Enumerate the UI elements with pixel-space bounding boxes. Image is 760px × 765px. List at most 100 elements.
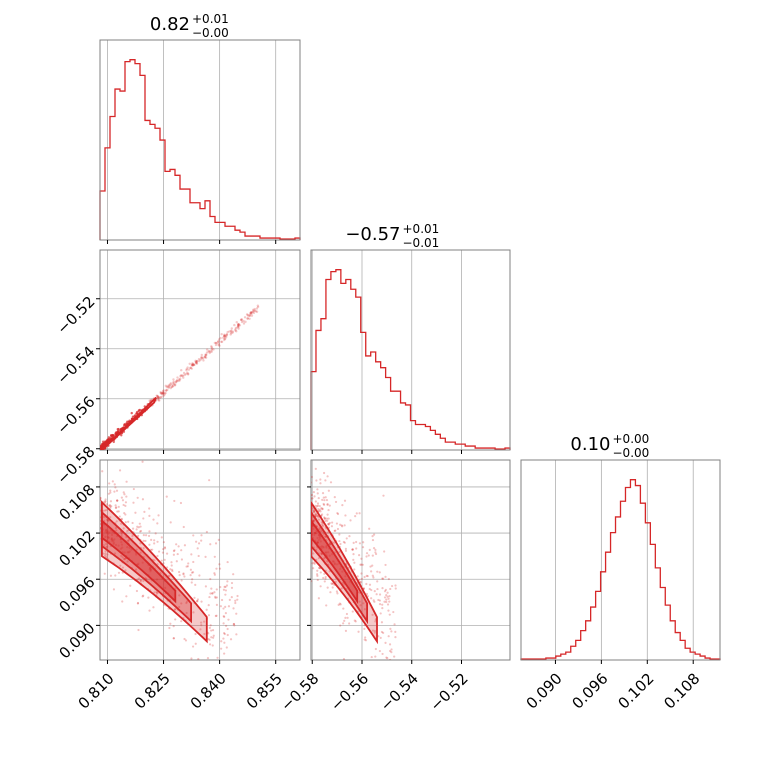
sample-point bbox=[228, 330, 231, 333]
sample-point bbox=[212, 634, 215, 637]
sample-point bbox=[192, 560, 195, 564]
sample-point bbox=[316, 515, 319, 518]
sample-point bbox=[100, 446, 103, 449]
sample-point bbox=[183, 665, 185, 667]
sample-point bbox=[205, 530, 208, 534]
sample-point bbox=[324, 551, 327, 554]
sample-point bbox=[385, 656, 388, 659]
sample-point bbox=[371, 629, 375, 632]
sample-point bbox=[339, 523, 342, 526]
sample-point bbox=[343, 541, 346, 544]
sample-point bbox=[142, 594, 145, 597]
sample-point bbox=[237, 323, 240, 326]
sample-point bbox=[185, 673, 187, 675]
sample-point bbox=[115, 489, 119, 492]
sample-point bbox=[223, 335, 227, 338]
sample-point bbox=[151, 548, 154, 551]
sample-point bbox=[323, 499, 326, 502]
sample-point bbox=[121, 546, 124, 549]
sample-point bbox=[247, 314, 250, 318]
sample-point bbox=[117, 571, 121, 574]
sample-point bbox=[372, 576, 375, 579]
x-tick-label: 0.810 bbox=[75, 670, 118, 713]
sample-point bbox=[141, 498, 145, 501]
sample-point bbox=[108, 504, 111, 507]
sample-point bbox=[105, 503, 109, 506]
sample-point bbox=[169, 622, 172, 625]
sample-point bbox=[175, 543, 178, 546]
sample-point bbox=[191, 645, 195, 648]
sample-point bbox=[220, 340, 224, 343]
sample-point bbox=[224, 589, 228, 592]
sample-point bbox=[104, 530, 107, 533]
sample-point bbox=[341, 525, 344, 528]
sample-point bbox=[360, 572, 363, 575]
sample-point bbox=[325, 545, 328, 548]
sample-point bbox=[330, 582, 333, 585]
histogram-panel-2: 0.10 +0.00−0.00 bbox=[520, 432, 721, 661]
sample-point bbox=[170, 385, 174, 389]
sample-point bbox=[305, 488, 307, 490]
sample-point bbox=[223, 615, 226, 618]
sample-point bbox=[164, 389, 168, 392]
sample-point bbox=[156, 395, 160, 398]
sample-point bbox=[314, 512, 318, 515]
sample-point bbox=[164, 586, 167, 589]
sample-point bbox=[172, 384, 175, 388]
sample-point bbox=[325, 517, 328, 520]
sample-point bbox=[228, 661, 230, 663]
sample-point bbox=[225, 718, 227, 720]
sample-point bbox=[384, 664, 386, 666]
sample-point bbox=[165, 385, 169, 389]
sample-point bbox=[327, 523, 330, 526]
sample-point bbox=[342, 540, 345, 544]
sample-point bbox=[392, 610, 395, 614]
sample-point bbox=[174, 618, 177, 621]
sample-point bbox=[170, 564, 173, 567]
sample-point bbox=[212, 636, 215, 639]
sample-point bbox=[358, 512, 361, 515]
sample-point bbox=[157, 514, 160, 517]
sample-point bbox=[90, 559, 92, 561]
sample-point bbox=[173, 384, 177, 387]
sample-point bbox=[185, 565, 188, 568]
sample-point bbox=[142, 546, 145, 550]
sample-point bbox=[320, 507, 323, 510]
sample-point bbox=[358, 600, 361, 603]
sample-point bbox=[358, 542, 362, 545]
sample-point bbox=[131, 521, 134, 525]
sample-point bbox=[158, 550, 161, 553]
sample-point bbox=[211, 628, 215, 632]
sample-point bbox=[147, 534, 151, 538]
sample-point bbox=[392, 681, 394, 683]
sample-point bbox=[344, 575, 347, 578]
sample-point bbox=[139, 579, 142, 582]
sample-point bbox=[211, 644, 214, 647]
sample-point bbox=[106, 518, 109, 522]
sample-point bbox=[373, 590, 376, 593]
sample-point bbox=[194, 359, 197, 363]
sample-point bbox=[102, 443, 106, 447]
sample-point bbox=[194, 632, 197, 636]
sample-point bbox=[157, 395, 160, 399]
sample-point bbox=[339, 603, 342, 606]
sample-point bbox=[122, 491, 125, 494]
sample-point bbox=[208, 626, 211, 629]
sample-point bbox=[127, 538, 130, 541]
x-tick-label: −0.56 bbox=[327, 670, 372, 715]
sample-point bbox=[106, 530, 109, 534]
y-tick-label: 0.102 bbox=[55, 527, 98, 570]
sample-point bbox=[109, 505, 112, 508]
sample-point bbox=[224, 612, 227, 615]
sample-point bbox=[238, 324, 242, 327]
sample-point bbox=[378, 593, 382, 596]
sample-point bbox=[189, 366, 192, 370]
sample-point bbox=[189, 574, 192, 577]
sample-point bbox=[189, 366, 192, 370]
sample-point bbox=[339, 567, 342, 571]
sample-point bbox=[236, 707, 238, 709]
sample-point bbox=[168, 383, 171, 387]
sample-point bbox=[312, 519, 316, 522]
sample-point bbox=[192, 611, 195, 614]
sample-point bbox=[224, 337, 227, 340]
